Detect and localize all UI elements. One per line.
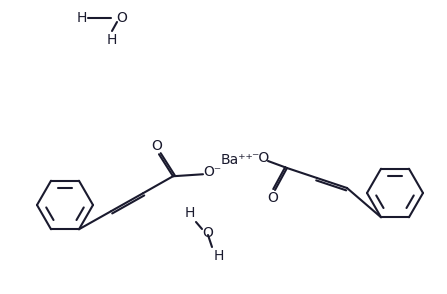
Text: O⁻: O⁻ <box>203 165 221 179</box>
Text: O: O <box>268 191 278 205</box>
Text: H: H <box>107 33 117 47</box>
Text: O: O <box>152 139 162 153</box>
Text: ⁻O: ⁻O <box>251 151 269 165</box>
Text: H: H <box>77 11 87 25</box>
Text: Ba⁺⁺: Ba⁺⁺ <box>221 153 253 167</box>
Text: H: H <box>214 249 224 263</box>
Text: H: H <box>185 206 195 220</box>
Text: O: O <box>202 226 213 240</box>
Text: O: O <box>117 11 127 25</box>
